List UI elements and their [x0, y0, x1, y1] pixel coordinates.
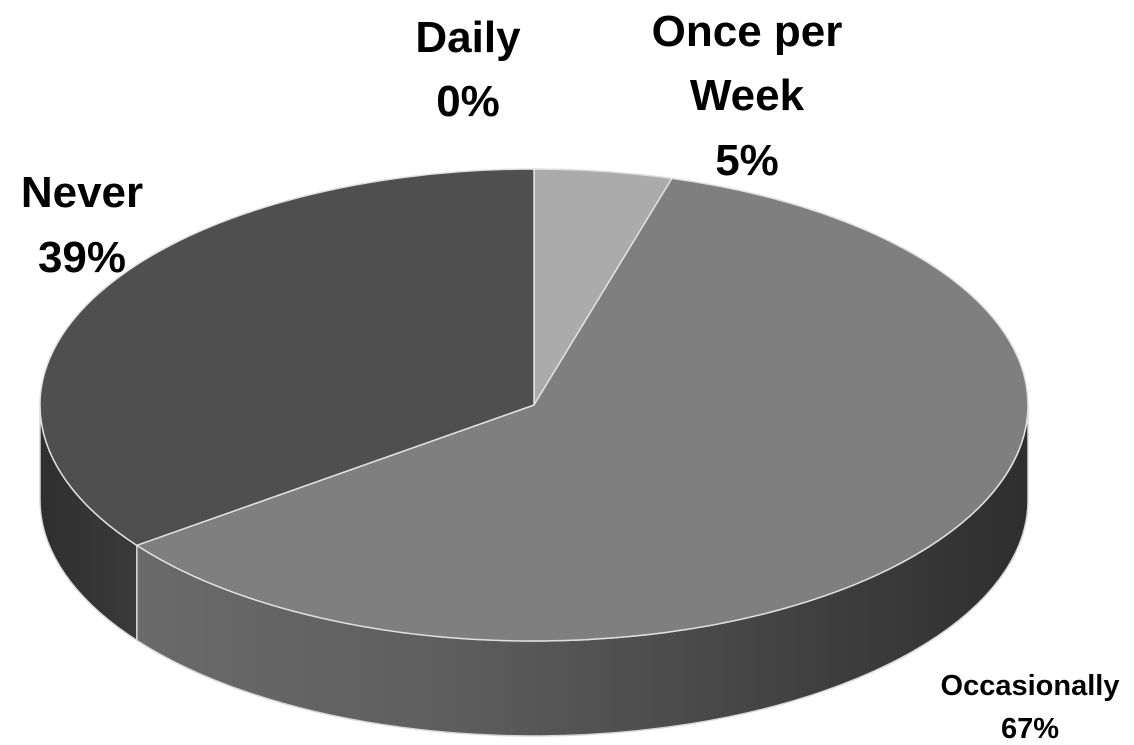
slice-label-occasionally: Occasionally: [941, 670, 1120, 702]
slice-percent-occasionally: 67%: [1001, 713, 1059, 745]
pie-tops: [40, 169, 1028, 641]
slice-percent-never: 39%: [38, 233, 126, 282]
slice-percent-daily: 0%: [436, 77, 500, 126]
slice-label-never: Never: [21, 168, 143, 217]
slice-label-daily: Daily: [415, 13, 521, 62]
slice-percent-once-per-week: 5%: [715, 136, 779, 185]
slice-label-once-per-week-line2: Week: [690, 71, 805, 120]
slice-label-once-per-week-line1: Once per: [652, 7, 843, 56]
